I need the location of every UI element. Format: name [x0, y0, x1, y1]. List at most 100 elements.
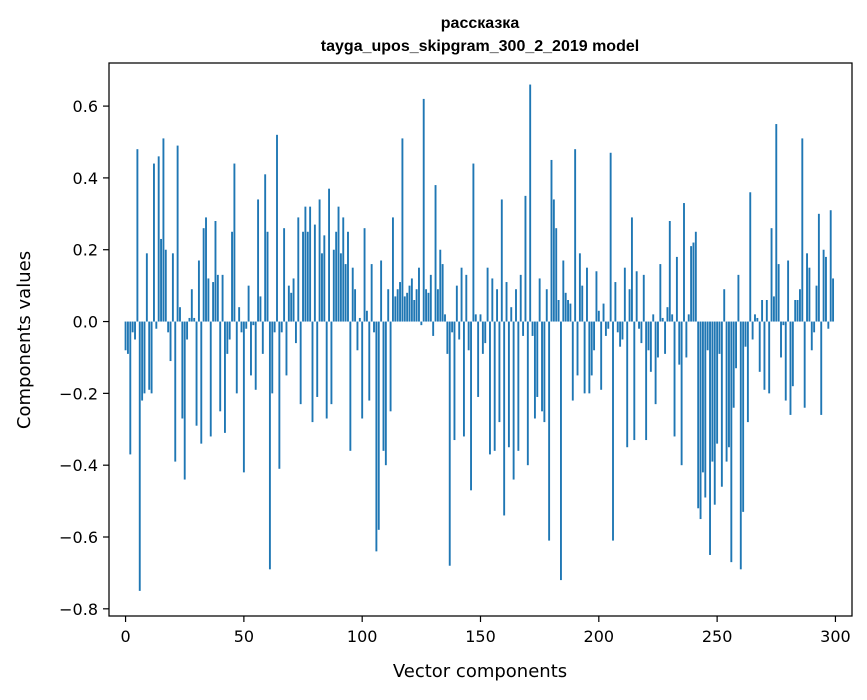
bar-251	[718, 321, 721, 354]
bar-111	[387, 289, 390, 322]
bar-91	[339, 253, 342, 322]
bar-291	[813, 321, 816, 333]
bar-216	[635, 271, 638, 322]
bar-259	[737, 274, 740, 322]
bar-10	[148, 321, 151, 390]
bar-131	[434, 185, 437, 322]
bar-38	[214, 221, 217, 322]
bar-11	[150, 321, 153, 394]
bar-40	[219, 321, 222, 412]
bar-179	[548, 321, 551, 541]
bar-273	[770, 228, 773, 322]
bar-295	[822, 249, 825, 322]
bar-173	[533, 321, 536, 419]
bar-258	[735, 321, 737, 369]
x-tick-label: 150	[465, 627, 496, 646]
bar-184	[560, 321, 562, 581]
bar-139	[453, 321, 456, 441]
bar-70	[290, 292, 293, 322]
bar-142	[460, 267, 463, 322]
bar-263	[746, 321, 749, 423]
bar-83	[321, 253, 323, 322]
bar-260	[739, 321, 742, 570]
x-tick-label: 300	[820, 627, 851, 646]
bar-67	[283, 228, 286, 322]
bar-190	[574, 149, 577, 322]
bar-237	[685, 321, 688, 358]
bar-26	[186, 321, 189, 340]
bar-205	[609, 152, 612, 322]
bar-194	[583, 321, 586, 394]
bar-227	[661, 317, 664, 322]
bar-115	[396, 289, 399, 322]
bar-66	[280, 321, 283, 333]
bar-18	[167, 321, 170, 333]
bar-122	[413, 300, 416, 322]
bar-65	[278, 321, 281, 469]
bar-61	[268, 321, 271, 570]
chart-title: рассказка	[441, 15, 520, 32]
bar-209	[619, 321, 622, 347]
y-tick-label: 0.2	[73, 241, 98, 260]
bar-7	[141, 321, 144, 401]
x-tick-label: 100	[347, 627, 378, 646]
bar-199	[595, 271, 598, 322]
bar-52	[247, 285, 250, 322]
bar-297	[827, 321, 830, 329]
bar-165	[515, 289, 517, 322]
bar-290	[810, 321, 813, 351]
bar-42	[224, 321, 226, 433]
bar-112	[389, 321, 392, 412]
bar-128	[427, 292, 430, 322]
bar-24	[181, 321, 184, 419]
bar-147	[472, 163, 475, 322]
bar-221	[647, 321, 650, 351]
bar-171	[529, 84, 532, 322]
bar-73	[297, 217, 300, 322]
bar-245	[704, 321, 707, 498]
bar-9	[145, 253, 148, 322]
x-tick-label: 0	[120, 627, 130, 646]
bar-79	[311, 321, 314, 423]
bar-234	[678, 321, 681, 365]
bar-293	[817, 213, 820, 322]
bar-8	[143, 321, 146, 394]
bar-33	[202, 228, 205, 322]
bar-213	[628, 289, 631, 322]
bar-252	[720, 321, 723, 487]
bar-264	[749, 192, 752, 322]
bar-145	[467, 321, 470, 351]
bar-0	[124, 321, 127, 351]
bar-99	[358, 317, 361, 322]
bar-262	[744, 321, 747, 347]
bar-270	[763, 321, 766, 390]
y-tick-label: −0.8	[59, 600, 98, 619]
bar-29	[193, 317, 196, 322]
bar-30	[195, 321, 198, 426]
bar-153	[486, 267, 489, 322]
bar-276	[777, 264, 780, 322]
bar-50	[242, 321, 245, 473]
bar-15	[160, 238, 162, 322]
bar-150	[479, 314, 482, 322]
bar-103	[368, 321, 371, 401]
bar-44	[228, 321, 231, 340]
bar-170	[526, 321, 529, 466]
bar-127	[425, 289, 428, 322]
bar-152	[484, 321, 487, 344]
bar-146	[470, 321, 472, 491]
y-tick-label: 0.6	[73, 97, 98, 116]
bar-133	[439, 249, 442, 322]
bar-167	[519, 274, 522, 322]
bar-85	[325, 321, 328, 419]
bar-235	[680, 321, 683, 466]
bar-193	[581, 285, 584, 322]
bar-81	[316, 321, 319, 397]
bar-203	[604, 321, 607, 336]
bar-287	[803, 321, 806, 408]
y-axis-ticks: −0.8 −0.6 −0.4 −0.2 0.0 0.2 0.4 0.6	[59, 97, 109, 619]
bar-299	[832, 278, 835, 322]
bar-250	[716, 321, 719, 444]
bar-157	[496, 289, 499, 322]
